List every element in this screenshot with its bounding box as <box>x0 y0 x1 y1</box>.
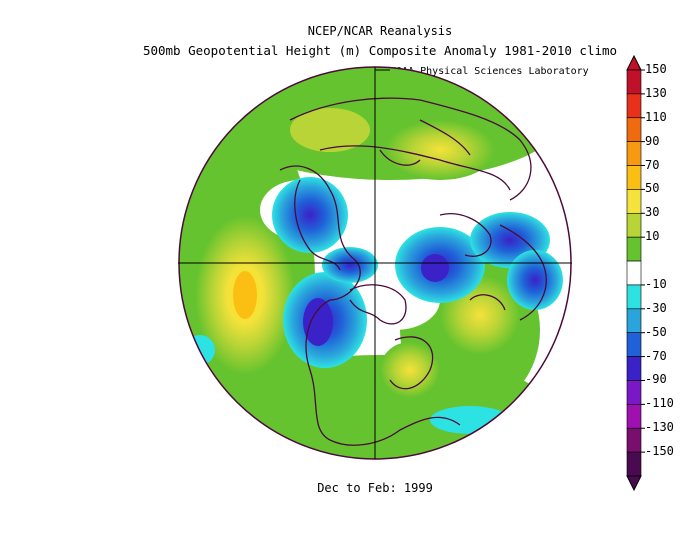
colorbar-swatch <box>626 189 642 214</box>
colorbar-tick-label: 150 <box>645 62 667 76</box>
colorbar-tick-label: -110 <box>645 396 674 411</box>
colorbar-swatch <box>626 212 642 238</box>
colorbar-swatch <box>626 141 642 166</box>
colorbar-tick-label: -50 <box>645 324 667 339</box>
colorbar-tick-label: 30 <box>645 205 660 220</box>
period-label: Dec to Feb: 1999 <box>317 481 433 495</box>
colorbar-swatch <box>626 404 642 429</box>
colorbar-swatch <box>626 93 642 119</box>
colorbar-swatch <box>626 308 642 334</box>
colorbar-swatch <box>626 69 642 95</box>
colorbar-swatch <box>626 380 642 405</box>
map-subtitle: 500mb Geopotential Height (m) Composite … <box>142 43 618 58</box>
colorbar-tick-label: 110 <box>645 109 667 124</box>
colorbar-swatch <box>626 332 642 357</box>
colorbar-top-arrow <box>626 54 642 71</box>
colorbar-tick-label: -150 <box>645 444 674 459</box>
colorbar-swatch <box>626 117 642 142</box>
colorbar-tick-label: 10 <box>645 229 660 244</box>
colorbar-tick-label: -10 <box>645 276 667 291</box>
colorbar-tick-label: -90 <box>645 372 667 387</box>
colorbar-swatch <box>626 356 642 381</box>
colorbar-swatch <box>626 260 642 286</box>
colorbar-tick-label: 50 <box>645 181 660 196</box>
colorbar-swatch <box>626 427 642 453</box>
colorbar-bottom-arrow <box>626 475 642 492</box>
colorbar-swatch <box>626 236 642 262</box>
colorbar-tick-label: 130 <box>645 85 667 100</box>
colorbar-tick-label: 90 <box>645 133 660 148</box>
colorbar-tick-label: -30 <box>645 300 667 315</box>
credit-label: NOAA Physical Sciences Laboratory <box>390 66 589 77</box>
colorbar-swatch <box>626 165 642 190</box>
map-title: NCEP/NCAR Reanalysis <box>307 24 453 38</box>
colorbar-swatch <box>626 451 642 477</box>
colorbar-tick-label: 70 <box>645 157 660 172</box>
colorbar-swatch <box>626 284 642 310</box>
colorbar-tick-label: -70 <box>645 348 667 363</box>
colorbar-tick-label: -130 <box>645 420 674 435</box>
